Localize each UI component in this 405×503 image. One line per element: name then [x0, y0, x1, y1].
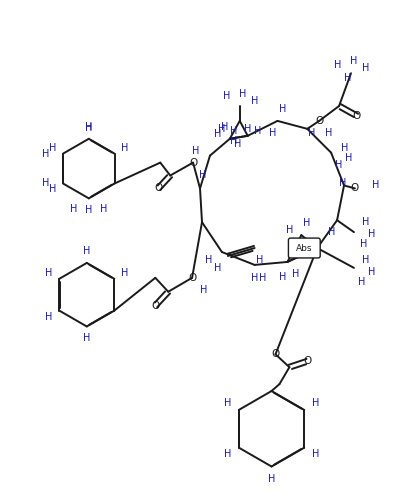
Text: H: H [234, 139, 241, 149]
Text: H: H [343, 73, 351, 83]
Text: H: H [328, 227, 335, 237]
Text: H: H [217, 124, 225, 134]
Text: Abs: Abs [295, 243, 312, 253]
Text: H: H [121, 143, 128, 153]
Text: H: H [258, 273, 266, 283]
Text: H: H [121, 268, 128, 278]
Text: H: H [311, 398, 318, 408]
Text: H: H [253, 126, 261, 136]
Text: H: H [371, 181, 379, 191]
Text: H: H [367, 229, 375, 239]
Text: H: H [85, 205, 92, 215]
Text: H: H [100, 204, 107, 214]
Text: H: H [70, 204, 77, 214]
Text: O: O [350, 184, 358, 194]
Text: H: H [214, 129, 221, 139]
Text: H: H [83, 246, 90, 256]
Text: H: H [214, 263, 221, 273]
Text: H: H [205, 255, 212, 265]
Text: H: H [350, 56, 357, 66]
Text: H: H [285, 225, 292, 235]
Text: H: H [361, 63, 369, 73]
Text: H: H [85, 123, 92, 133]
Text: O: O [303, 356, 311, 366]
Text: O: O [314, 116, 322, 126]
Text: O: O [271, 349, 279, 359]
Text: H: H [291, 269, 298, 279]
Text: H: H [302, 218, 309, 228]
Text: H: H [199, 170, 206, 180]
Text: H: H [311, 449, 318, 459]
Text: H: H [250, 273, 258, 283]
Text: O: O [352, 111, 360, 121]
Text: H: H [243, 124, 251, 134]
Text: H: H [49, 143, 56, 153]
Text: H: H [307, 128, 314, 138]
Text: O: O [188, 273, 196, 283]
Text: H: H [42, 149, 50, 158]
Text: H: H [250, 96, 258, 106]
Text: H: H [341, 143, 348, 153]
Text: H: H [361, 255, 369, 265]
Text: H: H [357, 277, 364, 287]
Text: H: H [345, 152, 352, 162]
Text: H: H [359, 239, 367, 249]
Text: H: H [334, 60, 341, 70]
Text: H: H [192, 146, 199, 156]
Text: H: H [200, 285, 207, 295]
Text: H: H [49, 185, 56, 195]
Text: H: H [223, 91, 230, 101]
Text: H: H [239, 89, 246, 99]
Text: H: H [361, 217, 369, 227]
Text: H: H [224, 398, 231, 408]
Text: H: H [45, 311, 53, 321]
Text: O: O [188, 157, 197, 167]
Text: H: H [335, 159, 342, 170]
Text: H: H [85, 122, 92, 132]
Text: O: O [154, 184, 162, 194]
Text: H: H [42, 179, 50, 189]
Text: O: O [151, 301, 159, 311]
Text: H: H [221, 122, 228, 132]
Text: H: H [255, 255, 263, 265]
Text: H: H [224, 449, 231, 459]
Text: H: H [267, 474, 275, 484]
Text: H: H [230, 136, 237, 146]
Text: H: H [339, 179, 346, 189]
Text: H: H [45, 268, 53, 278]
Text: H: H [278, 272, 286, 282]
Text: H: H [278, 104, 286, 114]
Text: H: H [367, 267, 375, 277]
Text: H: H [268, 128, 275, 138]
Text: H: H [230, 126, 237, 136]
Text: H: H [325, 128, 332, 138]
Text: H: H [83, 333, 90, 344]
FancyBboxPatch shape [288, 238, 320, 258]
